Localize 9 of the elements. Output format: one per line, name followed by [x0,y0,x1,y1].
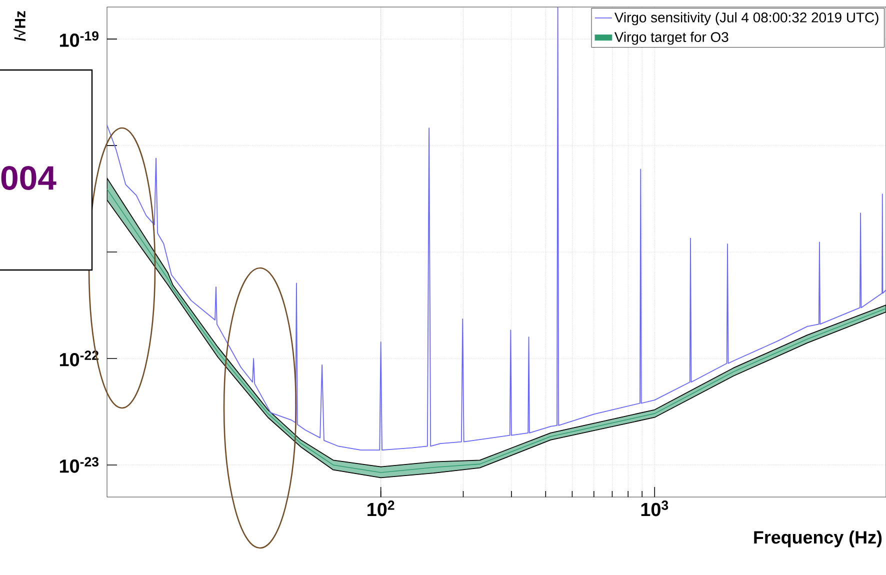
y-tick-label: 10$^{-23}$ [60,457,99,473]
x-axis-title: Frequency (Hz) [754,530,882,548]
x-tick-label: 10$^{2}$ [368,500,394,516]
x-tick-label: 10$^{3}$ [641,500,668,516]
legend-label: Virgo target for O3 [614,32,728,45]
y-axis-title: /√Hz [13,11,26,42]
y-tick-label: 10$^{-19}$ [60,31,98,47]
legend-label: Virgo sensitivity (Jul 4 08:00:32 2019 UTC) [614,12,878,26]
text: 004 [1,166,56,190]
